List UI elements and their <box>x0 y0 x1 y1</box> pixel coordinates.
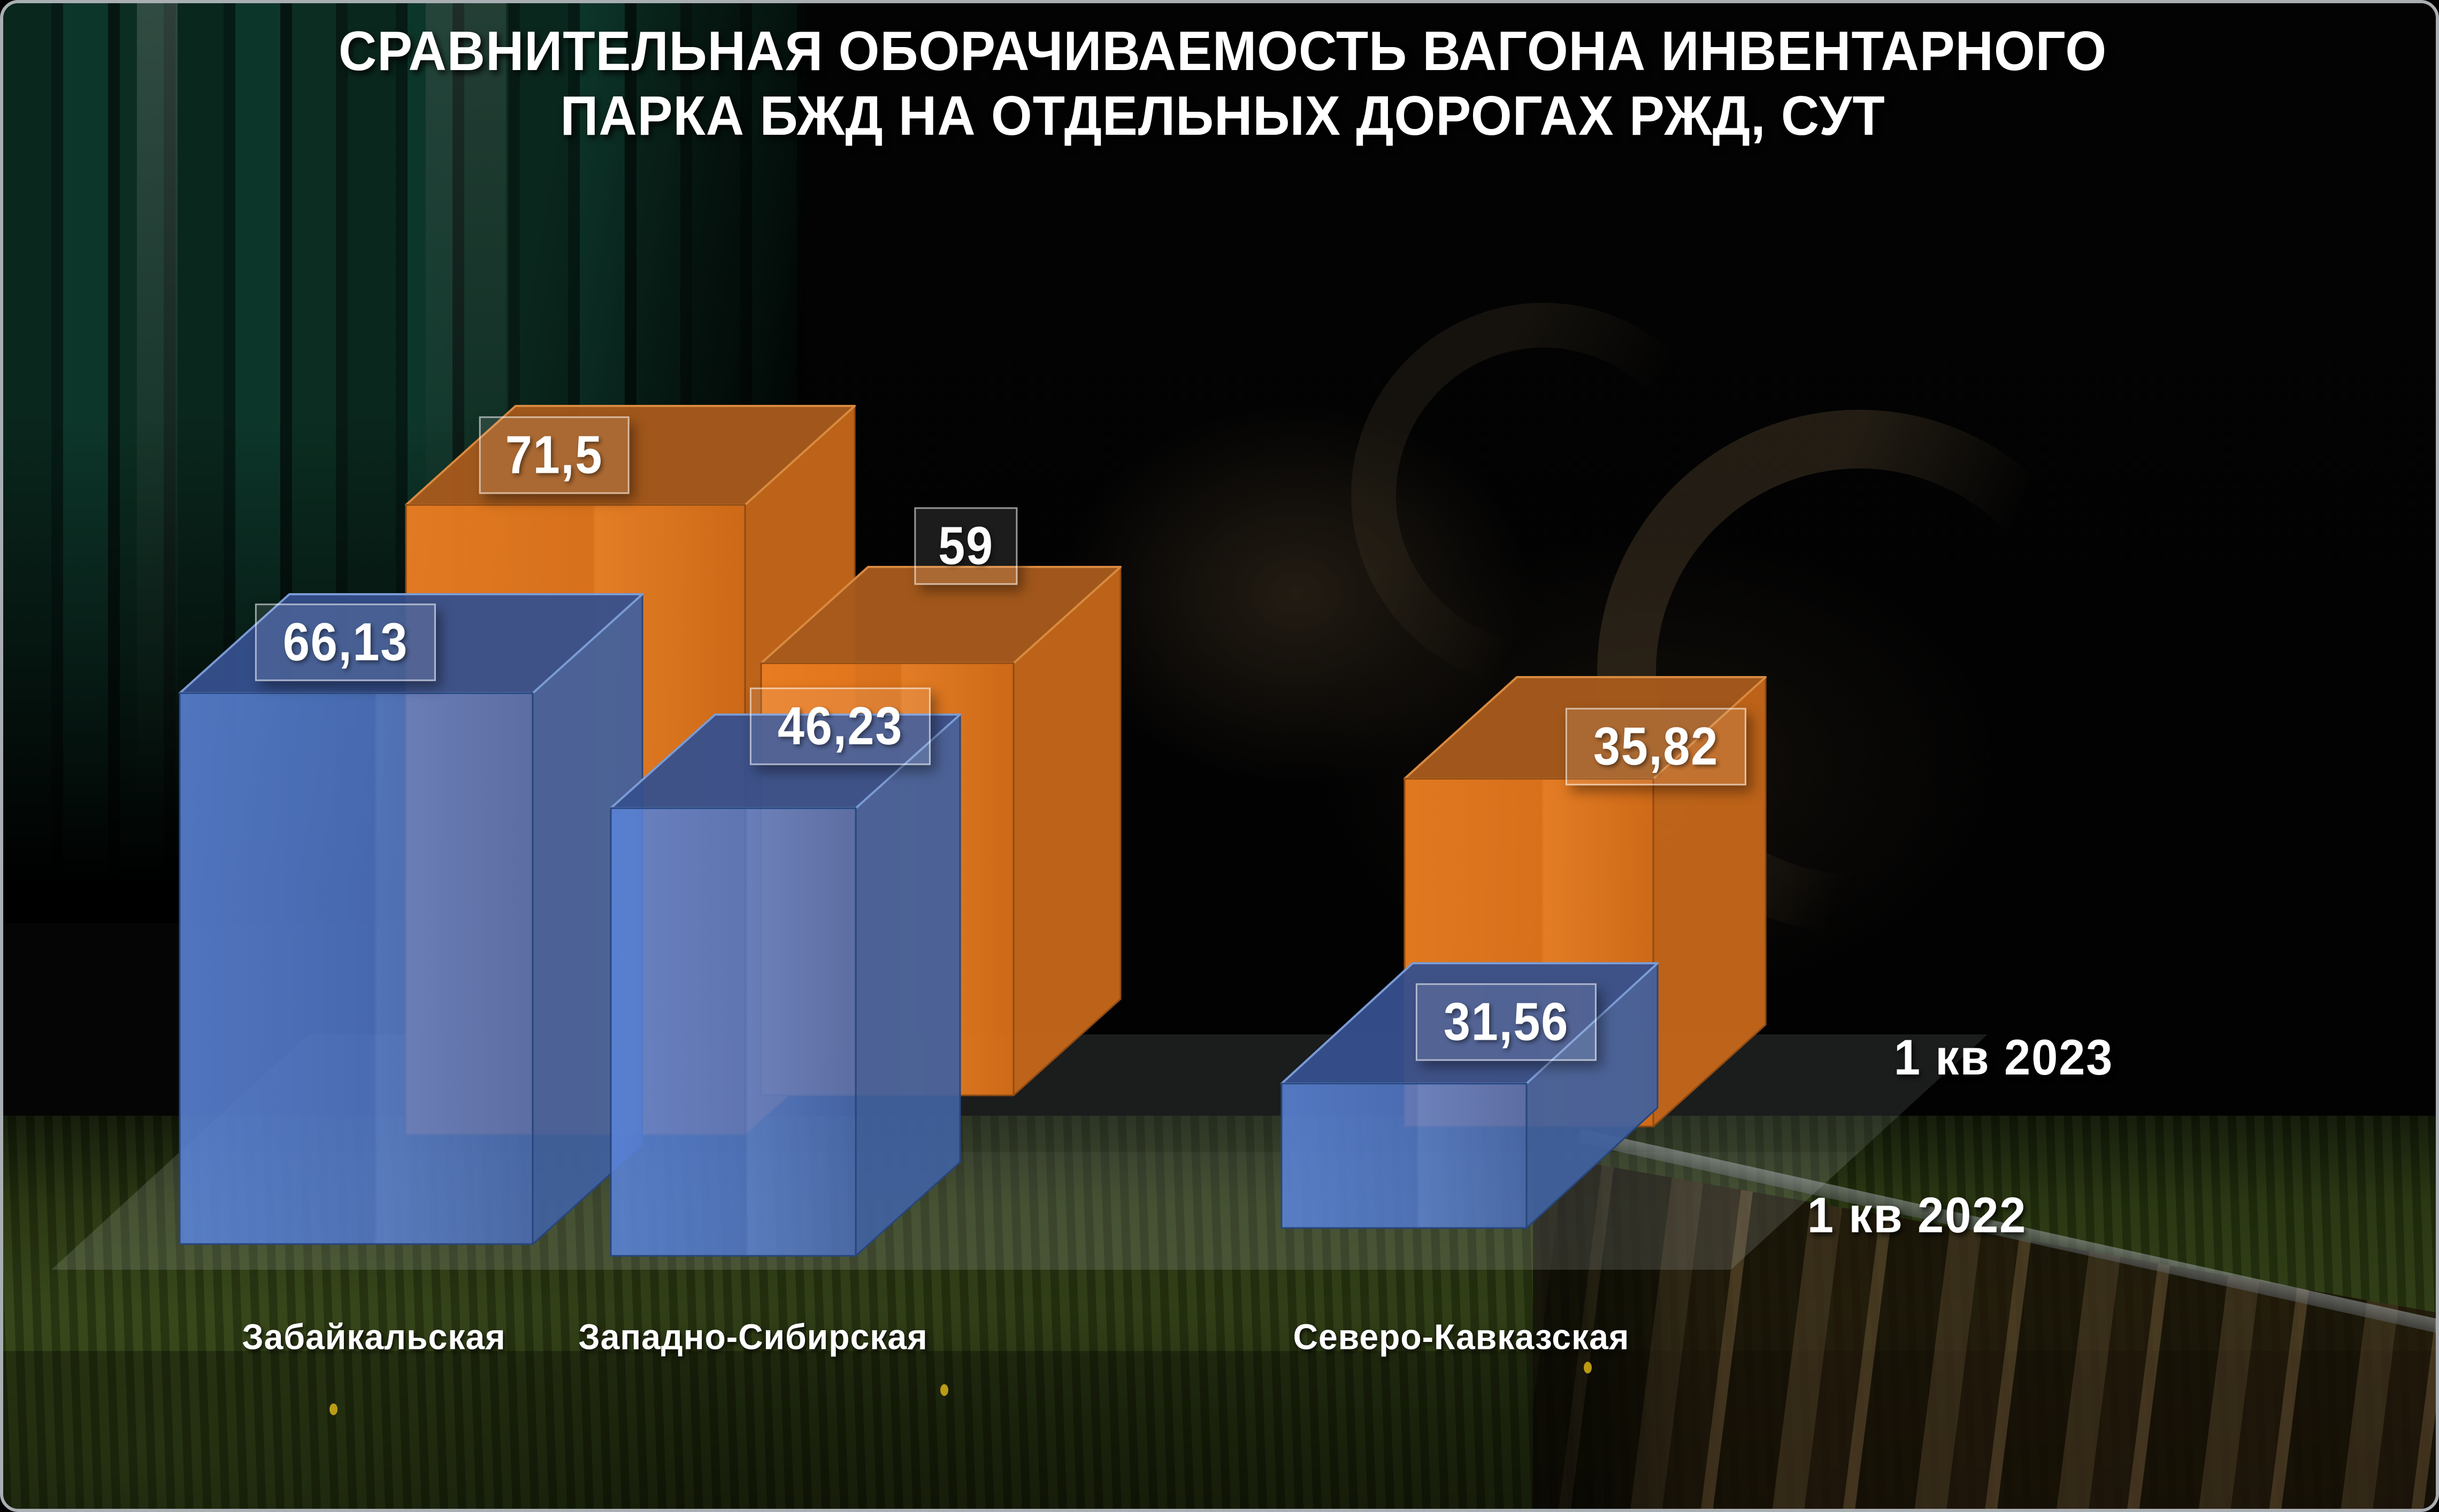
value-label-2023-zabaikalskaya: 71,5 <box>479 416 630 494</box>
bar-1kv2022-zabaikalskaya-front <box>179 692 534 1245</box>
bar-1kv2022-zapadno-sibirskaya-side <box>855 713 961 1257</box>
category-label-severo-kavkazskaya: Северо-Кавказская <box>1293 1317 1630 1357</box>
value-label-2022-zabaikalskaya: 66,13 <box>255 603 436 681</box>
legend-item-2023: 1 кв 2023 <box>1893 1029 2114 1085</box>
value-label-2022-severo-kavkazskaya: 31,56 <box>1415 983 1597 1061</box>
value-label-2023-zapadno-sibirskaya: 59 <box>914 507 1018 585</box>
category-label-zabaikalskaya: Забайкальская <box>242 1317 506 1357</box>
category-label-zapadno-sibirskaya: Западно-Сибирская <box>578 1317 928 1357</box>
background-flower <box>329 1403 338 1415</box>
bar-1kv2022-severo-kavkazskaya-front <box>1280 1083 1528 1229</box>
bar-chart-3d <box>51 405 1988 1270</box>
value-label-2022-zapadno-sibirskaya: 46,23 <box>749 687 931 765</box>
chart-title: СРАВНИТЕЛЬНАЯ ОБОРАЧИВАЕМОСТЬ ВАГОНА ИНВ… <box>3 19 2436 148</box>
background-flower <box>1584 1362 1592 1373</box>
bar-1kv2022-zapadno-sibirskaya-front <box>610 807 857 1257</box>
value-label-2023-severo-kavkazskaya: 35,82 <box>1565 708 1747 786</box>
legend-item-2022: 1 кв 2022 <box>1807 1187 2027 1243</box>
background-flower <box>940 1384 948 1396</box>
chart-title-line2: ПАРКА БЖД НА ОТДЕЛЬНЫХ ДОРОГАХ РЖД, СУТ <box>560 85 1885 147</box>
chart-title-line1: СРАВНИТЕЛЬНАЯ ОБОРАЧИВАЕМОСТЬ ВАГОНА ИНВ… <box>338 20 2107 82</box>
